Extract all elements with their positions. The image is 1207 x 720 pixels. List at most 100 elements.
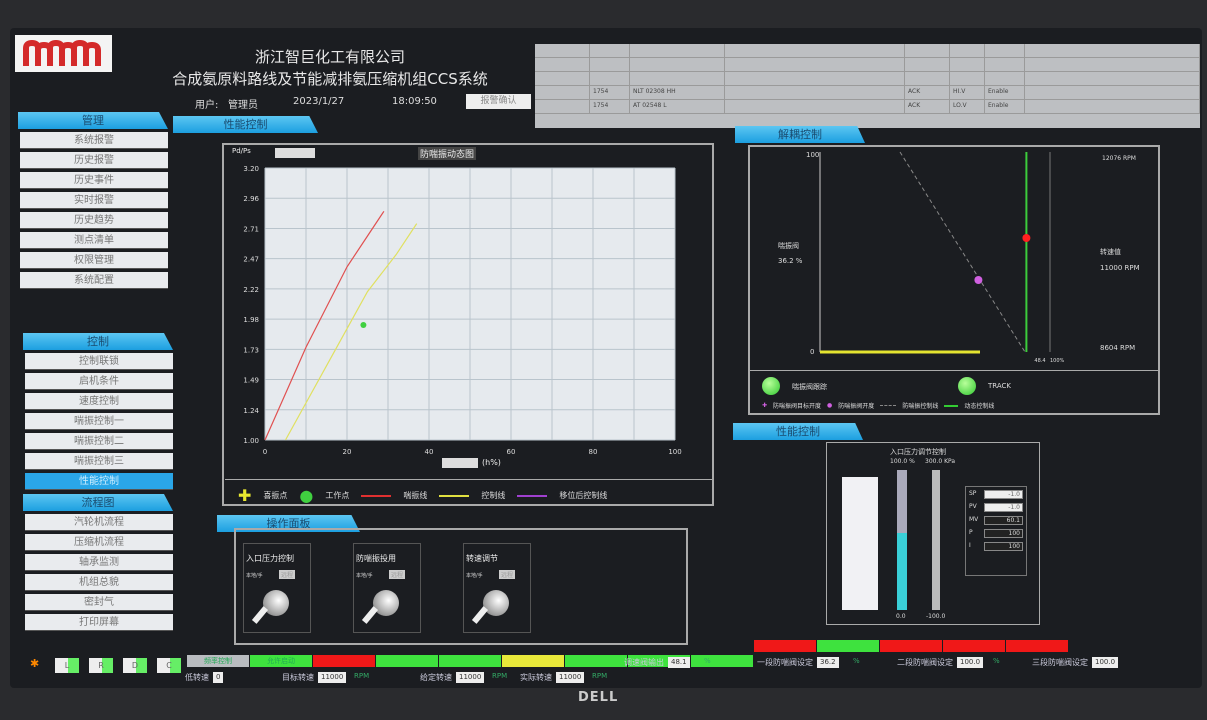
sidebar-item[interactable]: 轴承监测	[25, 554, 173, 571]
param-row: P 100	[969, 529, 1023, 538]
user-label: 用户:	[195, 100, 219, 111]
alarm-row[interactable]: 1754 AT 02548 L ACK LO.V Enable	[535, 100, 1200, 114]
alarm-cell	[985, 58, 1025, 71]
switch-mode: 本地/手	[356, 573, 373, 579]
company-name: 浙江智巨化工有限公司	[254, 48, 405, 66]
param-value[interactable]: 60.1	[984, 516, 1023, 525]
alarm-cell	[985, 72, 1025, 85]
switch-title: 转速调节	[466, 554, 498, 563]
sidebar-item[interactable]: 密封气	[25, 594, 173, 611]
alarm-cell	[630, 44, 725, 57]
status-label: 喘振阀跟踪	[792, 383, 827, 391]
field-label: 给定转速	[420, 673, 452, 682]
param-key: MV	[969, 516, 979, 523]
param-value[interactable]: 100	[984, 529, 1023, 538]
alarm-cell: Enable	[985, 86, 1025, 99]
sidebar-item[interactable]: 汽轮机流程	[25, 514, 173, 531]
alarm-table: 1754 NLT 02308 HH ACK HI.V Enable 1754 AT 0254…	[535, 44, 1200, 128]
alarm-row[interactable]	[535, 44, 1200, 58]
rotary-switch-knob[interactable]	[483, 590, 509, 616]
alarm-cell	[535, 44, 590, 57]
field-value[interactable]: 11000	[318, 672, 347, 683]
alarm-row[interactable]	[535, 58, 1200, 72]
alarm-ack-button[interactable]: 报警确认	[466, 94, 531, 109]
mode-button[interactable]: D	[123, 658, 147, 673]
rotary-switch-knob[interactable]	[373, 590, 399, 616]
field-value[interactable]: 36.2	[817, 657, 839, 668]
monitor-brand: DELL	[578, 690, 619, 705]
date: 2023/1/27	[293, 96, 345, 107]
tab-performance-control[interactable]: 性能控制	[173, 116, 318, 133]
sidebar-item[interactable]: 系统报警	[20, 132, 168, 149]
alarm-cell	[905, 58, 950, 71]
sidebar-item[interactable]: 历史趋势	[20, 212, 168, 229]
x-tick-label: 40	[425, 448, 434, 456]
sidebar-item[interactable]: 系统配置	[20, 272, 168, 289]
field-value[interactable]: 0	[213, 672, 224, 683]
surge-chart-panel	[222, 143, 714, 506]
scale-top-left: 100.0 %	[890, 458, 915, 465]
sidebar-item[interactable]: 权限管理	[20, 252, 168, 269]
param-value[interactable]: -1.0	[984, 490, 1023, 499]
alarm-cell	[950, 58, 985, 71]
field-value[interactable]: 100.0	[1092, 657, 1119, 668]
field-label: 目标转速	[282, 673, 314, 682]
field-unit: RPM	[492, 672, 508, 680]
alarm-row[interactable]	[535, 72, 1200, 86]
field-value[interactable]: 100.0	[957, 657, 984, 668]
x-tick-label: 0	[263, 448, 267, 456]
section-header-operation: 操作面板	[217, 515, 360, 532]
param-value[interactable]: 100	[984, 542, 1023, 551]
field-unit: RPM	[592, 672, 608, 680]
y-tick-label: 2.71	[243, 225, 259, 233]
field-value[interactable]: 11000	[456, 672, 485, 683]
sidebar-item[interactable]: 性能控制	[25, 473, 173, 490]
pv-bar	[932, 470, 940, 610]
sidebar-item[interactable]: 历史事件	[20, 172, 168, 189]
alarm-row[interactable]: 1754 NLT 02308 HH ACK HI.V Enable	[535, 86, 1200, 100]
sidebar-item[interactable]: 速度控制	[25, 393, 173, 410]
x-axis-label: (h%)	[482, 458, 501, 467]
speed-label: 转速值	[1100, 248, 1121, 256]
field-unit: %	[704, 657, 711, 665]
sidebar-item[interactable]: 启机条件	[25, 373, 173, 390]
legend-item: 控制线	[481, 491, 506, 500]
pressure-faceplate	[826, 442, 1040, 625]
field-value[interactable]: 11000	[556, 672, 585, 683]
sidebar-item[interactable]: 实时报警	[20, 192, 168, 209]
speed-min: 8604 RPM	[1100, 344, 1136, 352]
param-row: PV -1.0	[969, 503, 1023, 512]
cross-icon: ✚	[238, 486, 252, 505]
alarm-cell	[630, 58, 725, 71]
sidebar-item[interactable]: 打印屏幕	[25, 614, 173, 631]
alarm-cell: NLT 02308 HH	[630, 86, 725, 99]
valve-value: 36.2 %	[778, 257, 803, 265]
sidebar-group-header: 控制	[23, 333, 173, 350]
sidebar-item[interactable]: 控制联锁	[25, 353, 173, 370]
field-value[interactable]: 48.1	[668, 657, 690, 668]
sidebar-item[interactable]: 喘振控制三	[25, 453, 173, 470]
y-tick-label: 1.00	[243, 437, 259, 445]
legend-item: 动态控制线	[964, 403, 995, 410]
sidebar-item[interactable]: 历史报警	[20, 152, 168, 169]
y-axis-label: Pd/Ps	[232, 147, 251, 155]
ratio-readout	[275, 148, 315, 158]
alarm-cell-spacer	[1025, 44, 1200, 57]
mode-button[interactable]: L	[55, 658, 79, 673]
rotary-switch-knob[interactable]	[263, 590, 289, 616]
sidebar-item[interactable]: 喘振控制二	[25, 433, 173, 450]
sidebar-item[interactable]: 压缩机流程	[25, 534, 173, 551]
sidebar-item[interactable]: 机组总貌	[25, 574, 173, 591]
time: 18:09:50	[392, 96, 437, 107]
mode-button[interactable]: R	[89, 658, 113, 673]
valve-label: 喘振阀	[778, 242, 799, 250]
param-value[interactable]: -1.0	[984, 503, 1023, 512]
scale-bottom-right: -100.0	[926, 613, 946, 620]
x-tick-label: 80	[589, 448, 598, 456]
sidebar-item[interactable]: 测点清单	[20, 232, 168, 249]
alarm-cell	[725, 100, 905, 113]
sidebar-item[interactable]: 喘振控制一	[25, 413, 173, 430]
status-indicator	[376, 655, 438, 667]
legend-item: 喘振线	[403, 491, 428, 500]
mode-button[interactable]: C	[157, 658, 181, 673]
